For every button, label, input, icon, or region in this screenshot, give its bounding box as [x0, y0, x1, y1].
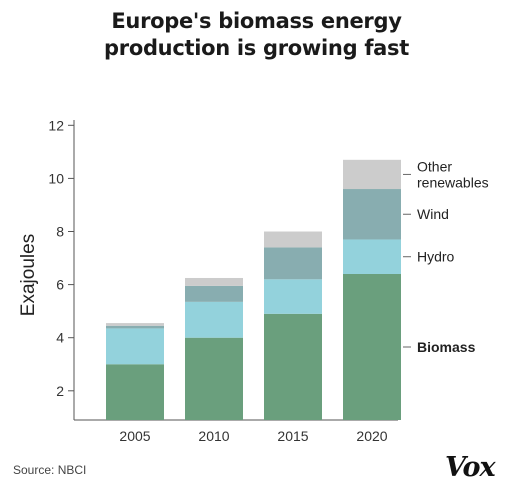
bar-segment-biomass [343, 273, 401, 420]
bar-segment-hydro [264, 279, 322, 314]
source-note: Source: NBCI [13, 463, 87, 477]
x-tick-label: 2015 [277, 428, 308, 444]
bar-segment-biomass [106, 364, 164, 420]
bar-segment-other-renewables [106, 323, 164, 326]
bar-segment-other-renewables [185, 277, 243, 286]
legend-label-wind: Wind [417, 206, 449, 222]
chart-title: Europe's biomass energy production is gr… [0, 8, 513, 62]
x-tick-label: 2010 [198, 428, 229, 444]
chart-title-line-2: production is growing fast [104, 36, 409, 60]
bar-segment-hydro [185, 301, 243, 338]
bar-segment-other-renewables [264, 231, 322, 248]
y-tick-label: 10 [48, 170, 64, 186]
y-tick-label: 12 [48, 117, 64, 133]
bar-segment-wind [264, 247, 322, 280]
y-tick-label: 6 [56, 277, 64, 293]
bar-segment-wind [185, 285, 243, 302]
bar-segment-wind [106, 325, 164, 329]
legend-label-other-renewables: Other [417, 158, 452, 174]
y-tick-label: 2 [56, 383, 64, 399]
y-axis-label: Exajoules [18, 234, 39, 316]
legend-label-hydro: Hydro [417, 249, 455, 265]
y-tick-label: 4 [56, 330, 64, 346]
bar-segment-wind [343, 189, 401, 240]
legend-label-biomass: Biomass [417, 339, 476, 355]
bar-segment-other-renewables [343, 159, 401, 190]
bar-segment-hydro [343, 239, 401, 274]
bar-segment-biomass [185, 337, 243, 420]
x-tick-label: 2020 [356, 428, 387, 444]
bar-segment-hydro [106, 328, 164, 365]
vox-logo: Vox [445, 452, 496, 483]
legend-label-other-renewables: renewables [417, 174, 489, 190]
x-tick-label: 2005 [119, 428, 150, 444]
y-tick-label: 8 [56, 224, 64, 240]
bar-segment-biomass [264, 313, 322, 420]
chart-title-line-1: Europe's biomass energy [111, 9, 402, 33]
